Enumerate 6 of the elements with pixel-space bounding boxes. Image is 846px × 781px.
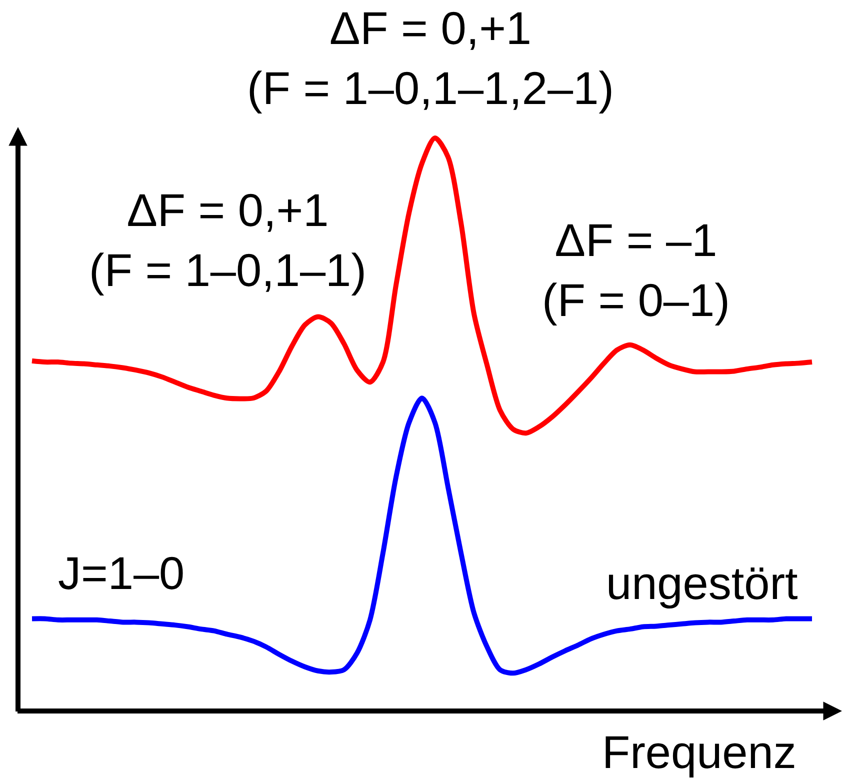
series-label: ungestört xyxy=(606,557,798,609)
annotation: ΔF = 0,+1 (F = 1–0,1–1) xyxy=(89,184,366,296)
text: ΔF = 0,+1 (F = 1–0,1–1,2–1) xyxy=(247,2,614,114)
annotation: J=1–0 xyxy=(58,547,185,599)
x-axis-title: Frequenz xyxy=(602,726,796,778)
annotation: ΔF = –1 (F = 0–1) xyxy=(542,214,730,326)
